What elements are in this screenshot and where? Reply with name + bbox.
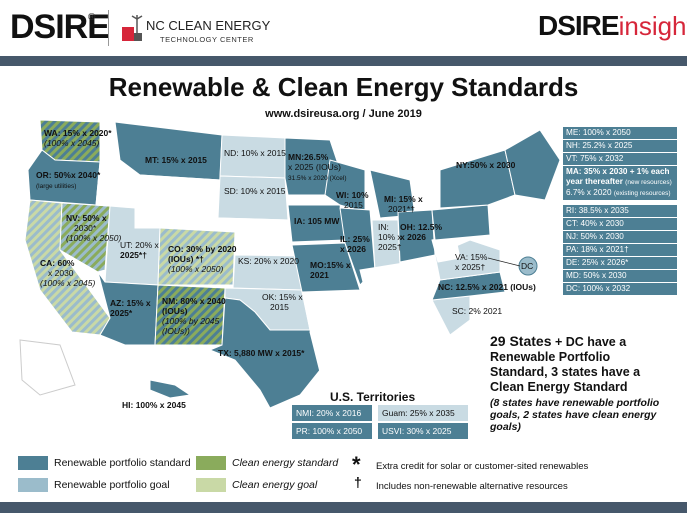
label-va: VA: 15% x 2025† bbox=[455, 252, 488, 272]
header bbox=[0, 0, 687, 56]
nc-clean-energy-logo-icon bbox=[122, 15, 143, 41]
ne-item-me[interactable]: ME: 100% x 2050 bbox=[563, 127, 677, 140]
insight-dsire-text: DSIRE bbox=[538, 10, 620, 41]
label-dc: DC bbox=[521, 261, 534, 271]
state-ar[interactable] bbox=[301, 291, 353, 333]
label-ks: KS: 20% x 2020 bbox=[238, 256, 299, 266]
legend-rps-standard: Renewable portfolio standard bbox=[54, 457, 191, 469]
ne-item-de[interactable]: DE: 25% x 2026* bbox=[563, 257, 677, 270]
label-az: AZ: 15% x 2025* bbox=[110, 298, 151, 318]
state-ak[interactable] bbox=[19, 339, 76, 396]
dagger-symbol: † bbox=[354, 474, 362, 490]
state-ny[interactable] bbox=[439, 149, 516, 209]
legend-swatch-ces-goal bbox=[196, 478, 226, 492]
state-hi[interactable] bbox=[149, 379, 192, 399]
state-tx[interactable] bbox=[208, 297, 321, 409]
ne-item-ma[interactable]: MA: 35% x 2030 + 1% each year thereafter… bbox=[563, 166, 677, 201]
ne-item-md[interactable]: MD: 50% x 2030 bbox=[563, 270, 677, 283]
state-al[interactable] bbox=[373, 307, 406, 361]
label-ia: IA: 105 MW bbox=[294, 216, 340, 226]
label-nv: NV: 50% x 2030* (100% x 2050) bbox=[66, 213, 122, 243]
state-mo[interactable] bbox=[291, 242, 361, 293]
ne-item-pa[interactable]: PA: 18% x 2021† bbox=[563, 244, 677, 257]
label-co: CO: 30% by 2020 (IOUs) *† (100% x 2050) bbox=[168, 244, 237, 274]
legend-ces-standard: Clean energy standard bbox=[232, 457, 339, 469]
asterisk-note: Extra credit for solar or customer-sited… bbox=[376, 461, 589, 472]
state-ga[interactable] bbox=[399, 303, 451, 361]
va-pointer bbox=[487, 257, 521, 267]
page-title: Renewable & Clean Energy Standards bbox=[108, 72, 579, 102]
label-wa: WA: 15% x 2020* (100% x 2045) bbox=[44, 128, 112, 148]
state-sd[interactable] bbox=[217, 175, 289, 221]
legend-swatch-rps-standard bbox=[18, 456, 48, 470]
label-nm: NM: 80% x 2040 (IOUs) (100% by 2045 (IOUs)) bbox=[162, 296, 226, 336]
ne-item-nh[interactable]: NH: 25.2% x 2025 bbox=[563, 140, 677, 153]
page-subtitle: www.dsireusa.org / June 2019 bbox=[265, 108, 422, 120]
ne-item-nj[interactable]: NJ: 50% x 2030 bbox=[563, 231, 677, 244]
label-oh: OH: 12.5% x 2026 bbox=[400, 222, 443, 242]
ne-item-ct[interactable]: CT: 40% x 2030 bbox=[563, 218, 677, 231]
label-hi: HI: 100% x 2045 bbox=[122, 400, 186, 410]
summary-text: 29 States + DC have a Renewable Portfoli… bbox=[490, 333, 660, 434]
ne-item-vt[interactable]: VT: 75% x 2032 bbox=[563, 153, 677, 166]
label-wi: WI: 10% 2015 bbox=[336, 190, 369, 210]
insight-word: insight bbox=[618, 11, 687, 41]
header-divider bbox=[108, 10, 109, 46]
dsire-logo[interactable]: DSIRE bbox=[10, 8, 110, 46]
dagger-note: Includes non-renewable alternative resou… bbox=[376, 481, 568, 492]
territories-title: U.S. Territories bbox=[330, 390, 416, 404]
label-or: OR: 50%x 2040* (large utilities) bbox=[36, 170, 101, 190]
territory-pr[interactable]: PR: 100% x 2050 bbox=[292, 423, 372, 439]
label-ny: NY:50% x 2030 bbox=[456, 160, 516, 170]
state-ne-states[interactable] bbox=[504, 129, 561, 201]
asterisk-symbol: * bbox=[352, 452, 361, 477]
label-mi: MI: 15% x 2021*† bbox=[384, 194, 423, 214]
label-mo: MO:15% x 2021 bbox=[310, 260, 351, 280]
legend-rps-goal: Renewable portfolio goal bbox=[54, 479, 170, 491]
label-sc: SC: 2% 2021 bbox=[452, 306, 503, 316]
ne-item-dc[interactable]: DC: 100% x 2032 bbox=[563, 283, 677, 296]
legend-swatch-rps-goal bbox=[18, 478, 48, 492]
label-nd: ND: 10% x 2015 bbox=[224, 148, 286, 158]
nc-technology-center: TECHNOLOGY CENTER bbox=[160, 35, 254, 44]
label-mn: MN:26.5% x 2025 (IOUs) 31.5% x 2020 (Xcel) bbox=[288, 152, 347, 182]
dsire-insight-logo[interactable]: DSIREinsight bbox=[538, 10, 687, 42]
label-in: IN: 10% x 2025† bbox=[378, 222, 402, 252]
state-wy[interactable] bbox=[134, 174, 221, 231]
header-bar bbox=[0, 56, 687, 66]
label-il: IL: 25% x 2026 bbox=[340, 234, 370, 254]
label-ut: UT: 20% x 2025*† bbox=[120, 240, 159, 260]
legend-swatch-ces-standard bbox=[196, 456, 226, 470]
ne-item-ri[interactable]: RI: 38.5% x 2035 bbox=[563, 205, 677, 218]
registered-mark: ® bbox=[88, 12, 96, 23]
state-la[interactable] bbox=[309, 331, 361, 373]
state-ms[interactable] bbox=[351, 309, 376, 363]
nc-clean-energy-name: NC CLEAN ENERGY bbox=[146, 18, 271, 33]
footer-bar bbox=[0, 502, 687, 513]
territory-nmi[interactable]: NMI: 20% x 2016 bbox=[292, 405, 372, 421]
label-ok: OK: 15% x 2015 bbox=[262, 292, 303, 312]
legend-ces-goal: Clean energy goal bbox=[232, 479, 318, 491]
label-mt: MT: 15% x 2015 bbox=[145, 155, 207, 165]
territory-usvi[interactable]: USVI: 30% x 2025 bbox=[378, 423, 468, 439]
label-nc: NC: 12.5% x 2021 (IOUs) bbox=[438, 282, 536, 292]
label-ca: CA: 60% x 2030 (100% x 2045) bbox=[40, 258, 96, 288]
territory-guam[interactable]: Guam: 25% x 2035 bbox=[378, 405, 468, 421]
label-tx: TX: 5,880 MW x 2015* bbox=[218, 348, 305, 358]
label-sd: SD: 10% x 2015 bbox=[224, 186, 286, 196]
